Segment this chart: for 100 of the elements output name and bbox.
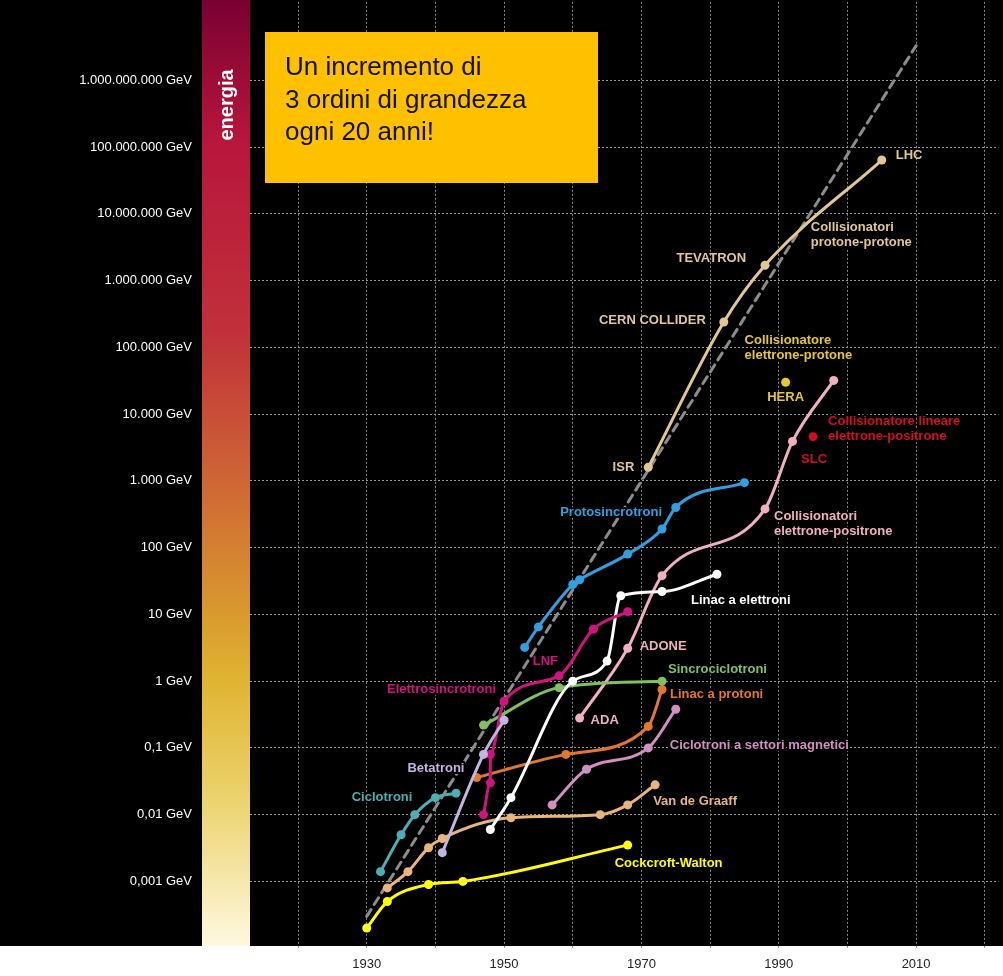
point xyxy=(382,897,392,907)
point xyxy=(499,696,509,706)
point xyxy=(760,260,770,270)
point xyxy=(808,432,818,442)
point xyxy=(781,377,791,387)
point xyxy=(547,800,557,810)
point xyxy=(375,867,385,877)
point xyxy=(533,622,543,632)
point xyxy=(561,749,571,759)
note-box: Un incremento di 3 ordini di grandezza ogni 20 anni! xyxy=(265,32,598,183)
y-axis-title: energia xyxy=(214,69,238,141)
point xyxy=(437,833,447,843)
annotation: TEVATRON xyxy=(676,249,747,265)
y-tick-label: 1 GeV xyxy=(155,672,193,688)
point xyxy=(451,788,461,798)
point xyxy=(499,715,509,725)
point xyxy=(485,824,495,834)
point xyxy=(568,676,578,686)
series-label: Linac a protoni xyxy=(670,686,764,702)
point xyxy=(478,749,488,759)
point xyxy=(362,923,372,933)
point xyxy=(657,676,667,686)
point xyxy=(478,810,488,820)
series-label: Ciclotroni a settori magnetici xyxy=(669,736,849,752)
series-label: Collisionatori elettrone-positrone xyxy=(774,508,893,539)
point xyxy=(623,607,633,617)
point xyxy=(437,848,447,858)
point xyxy=(478,720,488,730)
x-tick-label: 2010 xyxy=(901,955,931,971)
series-label: Sincrociclotroni xyxy=(668,660,767,676)
point xyxy=(643,462,653,472)
point xyxy=(657,587,667,597)
x-tick-label: 1970 xyxy=(626,955,656,971)
annotation: HERA xyxy=(767,388,805,404)
point xyxy=(643,721,653,731)
point xyxy=(657,524,667,534)
point xyxy=(829,375,839,385)
annotation: SLC xyxy=(801,451,828,467)
y-tick-label: 1.000.000 GeV xyxy=(104,272,193,288)
annotation: LNF xyxy=(532,653,559,669)
y-tick-label: 10.000.000 GeV xyxy=(97,205,193,221)
series-label: Elettrosincrotroni xyxy=(387,680,497,696)
point xyxy=(719,317,729,327)
point xyxy=(485,778,495,788)
series-label: Collisionatori protone-protone xyxy=(810,219,912,250)
point xyxy=(554,671,564,681)
y-tick-label: 100.000 GeV xyxy=(115,338,193,354)
y-tick-label: 1.000.000.000 GeV xyxy=(79,71,193,87)
point xyxy=(623,840,633,850)
point xyxy=(595,810,605,820)
point xyxy=(575,575,585,585)
annotation: ADA xyxy=(590,711,620,727)
point xyxy=(616,591,626,601)
series-label: Cockcroft-Walton xyxy=(614,854,723,870)
point xyxy=(602,656,612,666)
series-label: Ciclotroni xyxy=(351,789,413,805)
point xyxy=(657,685,667,694)
point xyxy=(568,580,578,590)
point xyxy=(657,571,667,581)
point xyxy=(506,813,516,823)
point xyxy=(520,642,530,652)
point xyxy=(410,810,420,820)
point xyxy=(581,764,591,774)
series-label: Van de Graaff xyxy=(653,793,738,809)
series-label: Betatroni xyxy=(407,759,465,775)
point xyxy=(671,704,681,714)
point xyxy=(458,876,468,886)
point xyxy=(650,780,660,790)
point xyxy=(588,624,598,634)
point xyxy=(623,800,633,810)
x-tick-label: 1950 xyxy=(489,955,519,971)
point xyxy=(575,713,585,723)
annotation: ISR xyxy=(612,458,635,474)
point xyxy=(760,504,770,514)
annotation: CERN COLLIDER xyxy=(598,311,707,327)
annotation: LHC xyxy=(895,146,924,162)
point xyxy=(424,879,434,889)
x-tick-label: 1990 xyxy=(764,955,794,971)
point xyxy=(877,155,887,165)
point xyxy=(643,743,653,753)
point xyxy=(430,793,440,803)
series-label: Collisionatore lineare elettrone-positrone xyxy=(828,412,961,443)
y-tick-label: 0,001 GeV xyxy=(129,873,193,889)
point xyxy=(382,883,392,893)
point xyxy=(403,867,413,877)
point xyxy=(554,683,564,693)
point xyxy=(712,569,722,579)
x-tick-label: 1930 xyxy=(352,955,382,971)
point xyxy=(623,643,633,653)
point xyxy=(671,502,681,512)
annotation: ADONE xyxy=(639,637,687,653)
y-tick-label: 0,1 GeV xyxy=(144,739,193,755)
y-tick-label: 10 GeV xyxy=(147,605,193,621)
point xyxy=(424,843,434,853)
series-label: Linac a elettroni xyxy=(690,591,791,607)
point xyxy=(787,436,797,446)
point xyxy=(623,549,633,559)
y-tick-label: 100 GeV xyxy=(140,539,193,555)
y-tick-label: 100.000.000 GeV xyxy=(90,138,193,154)
y-tick-label: 1.000 GeV xyxy=(129,472,193,488)
